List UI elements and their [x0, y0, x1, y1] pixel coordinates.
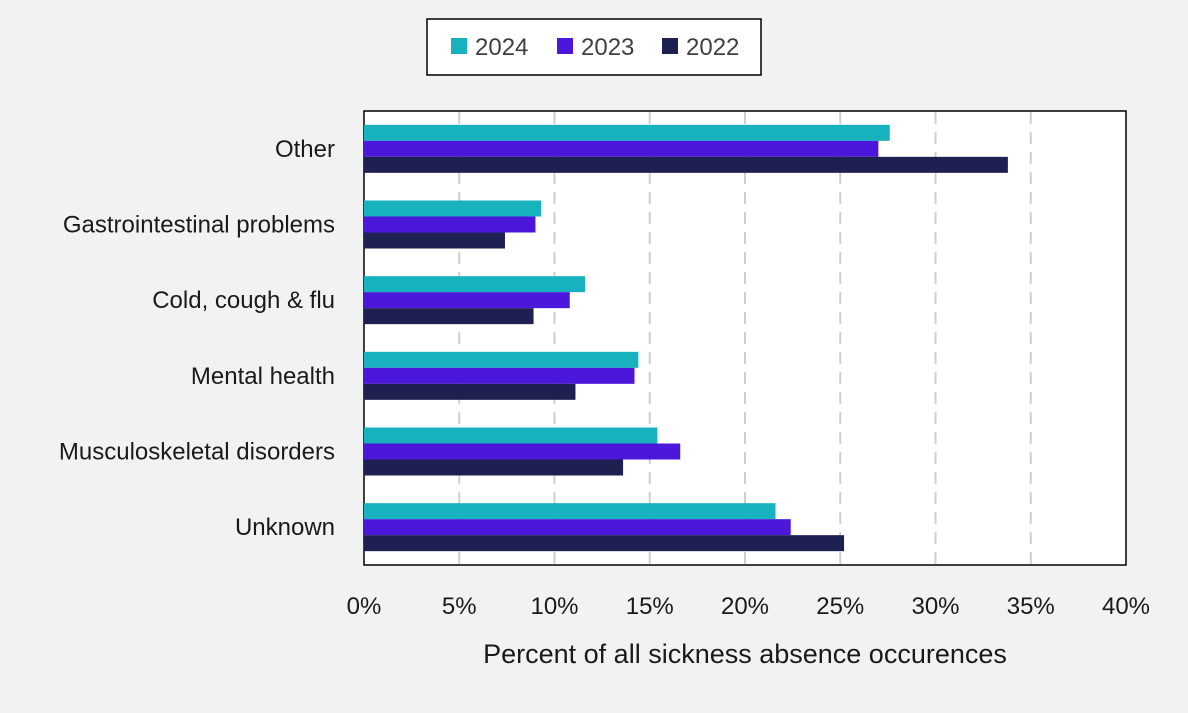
category-label: Unknown	[235, 514, 335, 541]
legend-swatch-2022	[662, 38, 678, 54]
bar-2023	[364, 367, 635, 384]
x-axis-title: Percent of all sickness absence occurenc…	[483, 639, 1007, 669]
bar-2024	[364, 124, 890, 141]
bar-2024	[364, 351, 639, 368]
bar-2024	[364, 276, 585, 293]
bar-2022	[364, 308, 534, 325]
gridlines	[458, 112, 1032, 564]
bar-2022	[364, 156, 1008, 173]
bar-2024	[364, 503, 776, 520]
bar-2024	[364, 200, 542, 217]
legend-swatch-2023	[557, 38, 573, 54]
x-tick-label: 5%	[442, 593, 477, 620]
bar-2022	[364, 535, 845, 552]
x-tick-label: 40%	[1102, 593, 1150, 620]
bar-2022	[364, 459, 624, 476]
legend: 2024 2023 2022	[426, 18, 762, 76]
legend-label: 2022	[686, 34, 739, 61]
x-tick-label: 35%	[1007, 593, 1055, 620]
x-tick-label: 0%	[347, 593, 382, 620]
x-tick-label: 30%	[911, 593, 959, 620]
legend-label: 2023	[581, 34, 634, 61]
bar-2022	[364, 383, 576, 400]
category-label: Other	[275, 136, 335, 163]
x-tick-label: 15%	[626, 593, 674, 620]
category-labels: Other Gastrointestinal problems Cold, coug…	[59, 136, 335, 541]
x-tick-label: 20%	[721, 593, 769, 620]
bars	[364, 124, 1008, 552]
bar-2023	[364, 519, 791, 536]
x-tick-labels: 0% 5% 10% 15% 20% 25% 30% 35% 40%	[347, 593, 1150, 620]
x-tick-label: 25%	[816, 593, 864, 620]
category-label: Cold, cough & flu	[152, 287, 335, 314]
x-tick-label: 10%	[530, 593, 578, 620]
category-label: Musculoskeletal disorders	[59, 439, 335, 466]
bar-2023	[364, 292, 570, 309]
legend-box	[426, 18, 762, 76]
category-label: Mental health	[191, 363, 335, 390]
legend-label: 2024	[475, 34, 528, 61]
category-label: Gastrointestinal problems	[63, 212, 335, 239]
bar-2023	[364, 216, 536, 233]
bar-2024	[364, 427, 658, 444]
bar-2023	[364, 140, 879, 157]
bar-2023	[364, 443, 681, 460]
legend-swatch-2024	[451, 38, 467, 54]
bar-2022	[364, 232, 505, 249]
